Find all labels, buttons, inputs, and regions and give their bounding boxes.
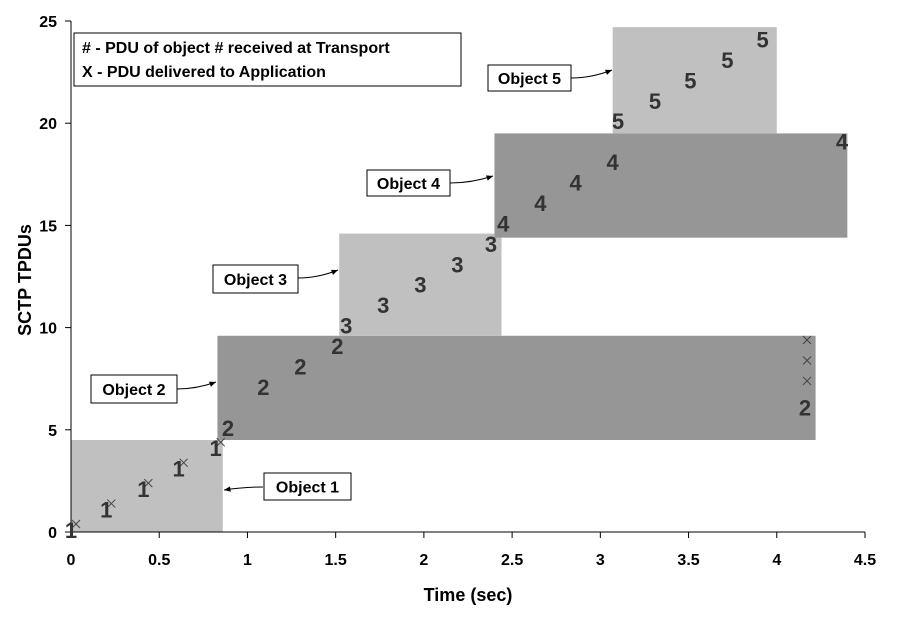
- delivered-marker-stroke: [143, 478, 153, 488]
- y-tick-label: 15: [39, 218, 57, 235]
- legend-line-received: # - PDU of object # received at Transpor…: [82, 40, 390, 57]
- callout-arrow-head: [605, 69, 612, 75]
- y-axis-title: SCTP TPDUs: [15, 224, 35, 336]
- object-boxes: [71, 27, 848, 532]
- received-pdu-label: 3: [485, 232, 497, 257]
- received-pdu-label: 5: [649, 89, 661, 114]
- x-tick-label: 3: [596, 552, 605, 569]
- delivered-marker-stroke: [216, 437, 226, 447]
- y-tick-label: 0: [48, 525, 57, 542]
- callout-arrow-head: [224, 486, 231, 492]
- callout-box: [212, 264, 299, 294]
- callout-arrow-line: [449, 175, 494, 184]
- object-box-5: [612, 27, 777, 134]
- received-pdu-label: 1: [210, 436, 222, 461]
- legend-line-delivered: X - PDU delivered to Application: [82, 64, 326, 81]
- received-pdu-label: 2: [799, 395, 811, 420]
- delivered-marker-stroke: [802, 356, 812, 365]
- received-pdu-label: 1: [137, 477, 149, 502]
- delivered-marker: [179, 458, 188, 468]
- callout-object-5: Object 5: [487, 64, 613, 92]
- callout-object-2: Object 2: [90, 374, 217, 404]
- callout-label: Object 1: [276, 480, 339, 497]
- received-pdu-label: 4: [607, 150, 620, 175]
- callout-object-1: Object 1: [223, 472, 352, 501]
- delivered-marker-stroke: [179, 458, 188, 468]
- x-tick-label: 4: [772, 552, 781, 569]
- x-tick-labels: 0 0.5 1 1.5 2 2.5 3 3.5 4 4.5: [67, 552, 877, 569]
- x-tick-label: 3.5: [677, 552, 699, 569]
- received-pdu-label: 4: [836, 130, 849, 155]
- received-pdu-label: 5: [721, 48, 733, 73]
- callout-arrow-head: [486, 175, 493, 181]
- x-tick-label: 1.5: [325, 552, 347, 569]
- callout-label: Object 3: [224, 272, 287, 289]
- legend: # - PDU of object # received at Transpor…: [73, 32, 462, 87]
- delivered-marker: [802, 356, 812, 365]
- callout-object-4: Object 4: [366, 169, 494, 197]
- delivered-marker-stroke: [71, 519, 81, 529]
- delivered-marker-stroke: [802, 376, 812, 386]
- x-tick-label: 0: [67, 552, 76, 569]
- object-box-3: [339, 233, 502, 336]
- callout-box: [90, 374, 178, 404]
- object-box-4: [494, 133, 848, 238]
- axes: [65, 20, 866, 538]
- callout-arrow-head: [209, 381, 216, 387]
- received-pdu-label: 4: [534, 191, 547, 216]
- received-pdu-label: 5: [757, 27, 769, 52]
- delivered-markers: [71, 335, 812, 529]
- y-tick-label: 5: [48, 423, 57, 440]
- delivered-marker: [802, 335, 812, 345]
- callout-box: [263, 472, 352, 501]
- received-pdu-label: 3: [340, 314, 352, 339]
- received-pdu-label: 3: [377, 293, 389, 318]
- delivered-marker: [216, 437, 226, 447]
- x-tick-label: 4.5: [854, 552, 876, 569]
- delivered-marker-stroke: [106, 499, 116, 508]
- received-pdu-label: 1: [173, 457, 185, 482]
- callout-label: Object 4: [377, 176, 440, 193]
- delivered-marker: [71, 519, 81, 529]
- callout-object-3: Object 3: [212, 264, 339, 294]
- received-pdu-label: 2: [222, 416, 234, 441]
- object-box-1: [71, 440, 223, 532]
- received-pdu-label: 5: [612, 109, 624, 134]
- callout-arrow-head: [331, 269, 338, 275]
- y-tick-label: 25: [39, 14, 57, 31]
- received-pdu-label: 1: [65, 518, 77, 543]
- received-pdu-label: 3: [414, 273, 426, 298]
- callout-box: [366, 169, 451, 197]
- received-pdu-label: 4: [570, 171, 583, 196]
- x-tick-label: 1: [243, 552, 252, 569]
- received-pdu-label: 3: [451, 252, 463, 277]
- received-pdu-label: 1: [100, 498, 112, 523]
- object-box-2: [217, 335, 816, 441]
- legend-box: [73, 32, 462, 87]
- y-tick-label: 20: [39, 116, 57, 133]
- callout-box: [487, 64, 572, 92]
- y-tick-labels: 0 5 10 15 20 25: [39, 14, 57, 542]
- x-tick-label: 2.5: [501, 552, 523, 569]
- callout-label: Object 5: [498, 71, 561, 88]
- callout-label: Object 2: [102, 382, 165, 399]
- delivered-marker: [143, 478, 153, 488]
- delivered-marker-stroke: [802, 335, 812, 345]
- received-pdu-label: 2: [294, 354, 306, 379]
- received-pdu-label: 2: [331, 334, 343, 359]
- received-pdu-label: 4: [497, 211, 510, 236]
- delivered-marker: [106, 499, 116, 508]
- y-tick-label: 10: [39, 321, 57, 338]
- x-axis-title: Time (sec): [424, 585, 513, 605]
- received-pdu-label: 5: [684, 68, 696, 93]
- object-callouts: Object 1 Object 2 Object 3 Object 4 Object 5: [90, 64, 613, 501]
- delivered-marker: [802, 376, 812, 386]
- x-tick-label: 0.5: [148, 552, 170, 569]
- received-pdu-label: 2: [257, 375, 269, 400]
- x-tick-label: 2: [419, 552, 428, 569]
